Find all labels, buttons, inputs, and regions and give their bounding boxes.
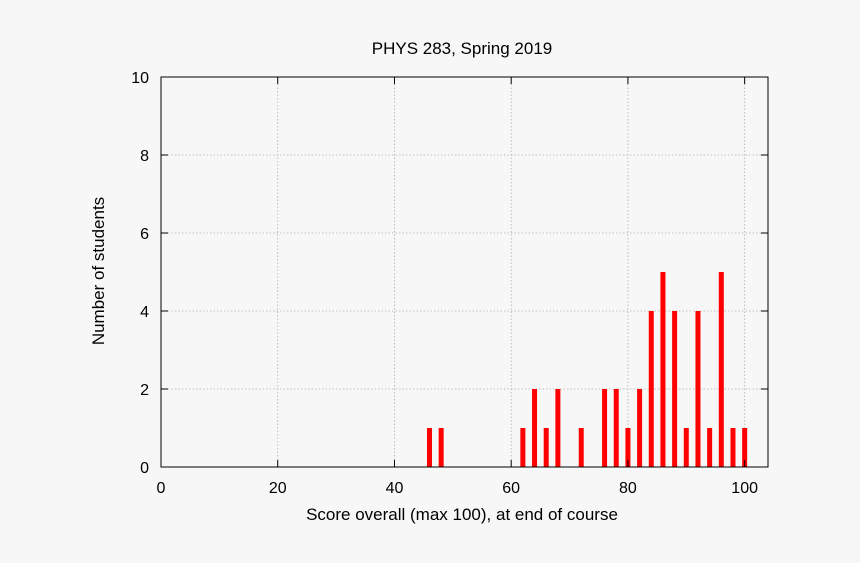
x-tick-label: 40 <box>386 480 404 497</box>
chart-title: PHYS 283, Spring 2019 <box>372 39 553 58</box>
bar <box>660 272 666 467</box>
bar <box>683 428 689 467</box>
bar <box>730 428 736 467</box>
bar <box>742 428 748 467</box>
y-tick-label: 10 <box>131 70 149 87</box>
bar <box>637 389 643 467</box>
plot-frame <box>160 76 769 468</box>
bar <box>532 389 538 467</box>
y-tick-label: 6 <box>140 226 149 243</box>
x-tick-label: 20 <box>269 480 287 497</box>
bar <box>672 311 678 467</box>
y-tick-label: 4 <box>140 304 149 321</box>
bar <box>555 389 561 467</box>
bar <box>520 428 526 467</box>
bar <box>578 428 584 467</box>
y-axis-title: Number of students <box>89 197 108 345</box>
x-tick-label: 60 <box>502 480 520 497</box>
y-tick-label: 8 <box>140 148 149 165</box>
bar <box>707 428 713 467</box>
bar <box>543 428 549 467</box>
x-tick-label: 80 <box>619 480 637 497</box>
y-axis-ticks: 0 2 4 6 8 10 <box>131 70 768 477</box>
x-tick-label: 100 <box>731 480 758 497</box>
y-tick-label: 2 <box>140 382 149 399</box>
bar <box>438 428 444 467</box>
x-tick-label: 0 <box>157 480 166 497</box>
bar <box>695 311 701 467</box>
y-tick-label: 0 <box>140 460 149 477</box>
bars <box>426 272 748 467</box>
bar <box>613 389 619 467</box>
bar <box>426 428 432 467</box>
x-axis-title: Score overall (max 100), at end of cours… <box>306 505 618 524</box>
bar <box>625 428 631 467</box>
x-axis-ticks: 0 20 40 60 80 100 <box>157 77 758 497</box>
bar <box>648 311 654 467</box>
bar <box>718 272 724 467</box>
bar <box>602 389 608 467</box>
